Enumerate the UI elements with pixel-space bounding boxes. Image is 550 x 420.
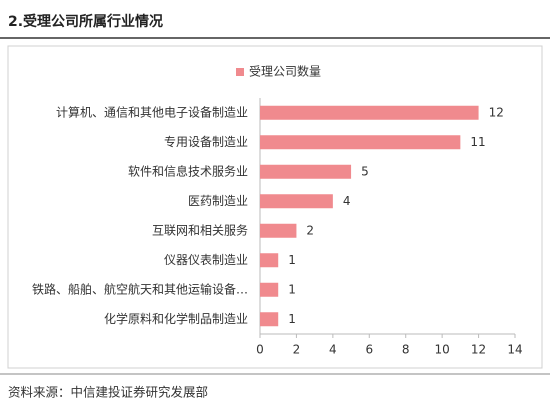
bar [260, 253, 279, 268]
value-label: 1 [288, 312, 296, 326]
bar [260, 282, 279, 297]
category-label: 软件和信息技术服务业 [128, 163, 248, 178]
heading: 2.受理公司所属行业情况 [8, 13, 163, 30]
legend-swatch [236, 68, 244, 76]
x-tick-label: 8 [402, 343, 410, 357]
category-label: 计算机、通信和其他电子设备制造业 [56, 104, 248, 119]
value-label: 11 [470, 135, 485, 149]
bar [260, 164, 352, 179]
value-label: 1 [288, 253, 296, 267]
value-label: 2 [306, 223, 314, 237]
value-label: 1 [288, 282, 296, 296]
bar [260, 223, 297, 238]
source: 资料来源：中信建投证券研究发展部 [8, 385, 208, 400]
bar [260, 194, 333, 209]
x-tick-label: 2 [293, 343, 301, 357]
x-tick-label: 6 [365, 343, 373, 357]
x-tick-label: 14 [507, 343, 522, 357]
category-label: 仪器仪表制造业 [164, 253, 248, 267]
value-label: 5 [361, 164, 369, 178]
bar [260, 105, 479, 120]
bar [260, 135, 461, 150]
value-label: 12 [489, 105, 504, 119]
category-label: 互联网和相关服务 [152, 222, 248, 237]
category-label: 化学原料和化学制品制造业 [104, 311, 248, 326]
x-tick-label: 4 [329, 343, 337, 357]
x-tick-label: 12 [471, 343, 486, 357]
bar [260, 312, 279, 327]
category-label: 医药制造业 [188, 194, 248, 208]
x-tick-label: 0 [256, 343, 264, 357]
x-tick-label: 10 [435, 343, 450, 357]
value-label: 4 [343, 194, 351, 208]
category-label: 专用设备制造业 [164, 134, 248, 149]
category-label: 铁路、船舶、航空航天和其他运输设备… [32, 281, 248, 296]
legend-label: 受理公司数量 [249, 64, 321, 79]
